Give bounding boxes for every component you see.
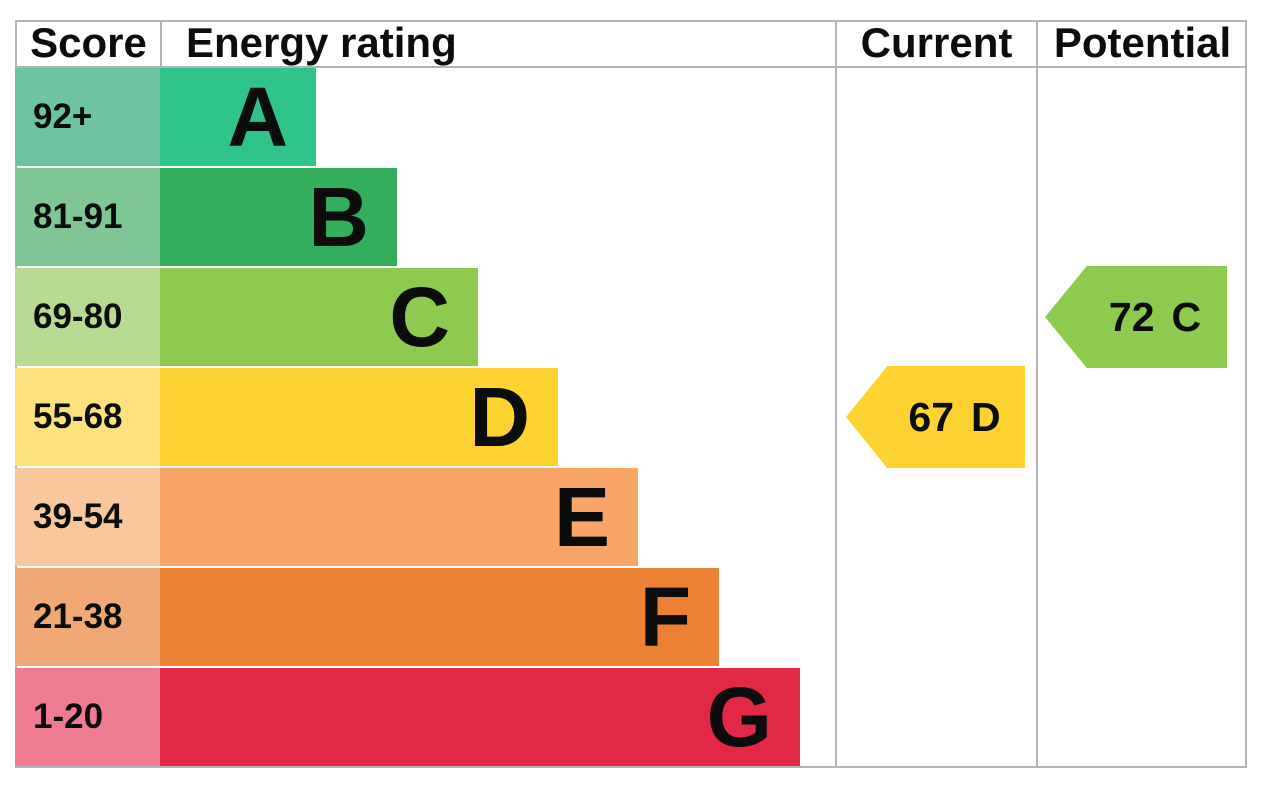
band-letter: F <box>639 569 691 664</box>
rating-bar-a: A <box>160 68 316 166</box>
potential-band-letter: C <box>1171 293 1202 340</box>
score-range-label: 1-20 <box>33 697 104 736</box>
potential-rating-arrow: 72 C <box>1045 266 1227 368</box>
header-energy-rating-label: Energy rating <box>186 19 457 66</box>
header-score-label: Score <box>30 19 147 66</box>
score-range-label: 81-91 <box>33 197 123 236</box>
score-range-label: 69-80 <box>33 297 123 336</box>
header-score: Score <box>17 19 160 66</box>
score-cell-e: 39-54 <box>15 468 160 566</box>
header-bottom-border <box>15 66 1247 68</box>
band-letter: C <box>389 269 450 364</box>
rating-bar-c: C <box>160 268 478 366</box>
rating-bar-d: D <box>160 368 558 466</box>
band-letter: B <box>308 169 369 264</box>
score-range-label: 55-68 <box>33 397 123 436</box>
band-letter: G <box>706 669 772 764</box>
current-band-letter: D <box>971 393 1001 440</box>
rating-bar-g: G <box>160 668 800 766</box>
score-range-label: 92+ <box>33 97 93 136</box>
score-cell-c: 69-80 <box>15 268 160 366</box>
potential-score-value: 72 <box>1108 293 1155 340</box>
band-letter: D <box>469 369 530 464</box>
band-letter: A <box>227 69 288 164</box>
score-cell-g: 1-20 <box>15 668 160 766</box>
header-potential: Potential <box>1038 19 1247 66</box>
header-current: Current <box>837 19 1036 66</box>
header-current-label: Current <box>860 19 1013 66</box>
current-column-divider <box>835 20 837 768</box>
score-cell-f: 21-38 <box>15 568 160 666</box>
potential-column-divider <box>1036 20 1038 768</box>
score-cell-b: 81-91 <box>15 168 160 266</box>
score-cell-a: 92+ <box>15 68 160 166</box>
table-right-border <box>1245 20 1247 768</box>
current-score-value: 67 <box>908 393 954 440</box>
table-top-border <box>15 20 1247 22</box>
rating-bar-b: B <box>160 168 397 266</box>
score-column-divider <box>160 20 162 68</box>
score-range-label: 21-38 <box>33 597 123 636</box>
header-energy-rating: Energy rating <box>186 19 835 66</box>
header-potential-label: Potential <box>1053 19 1232 66</box>
rating-bar-f: F <box>160 568 719 666</box>
band-letter: E <box>553 469 610 564</box>
table-bottom-border <box>15 766 1247 768</box>
score-cell-d: 55-68 <box>15 368 160 466</box>
score-range-label: 39-54 <box>33 497 123 536</box>
current-rating-arrow: 67 D <box>846 366 1025 468</box>
rating-bar-e: E <box>160 468 638 566</box>
